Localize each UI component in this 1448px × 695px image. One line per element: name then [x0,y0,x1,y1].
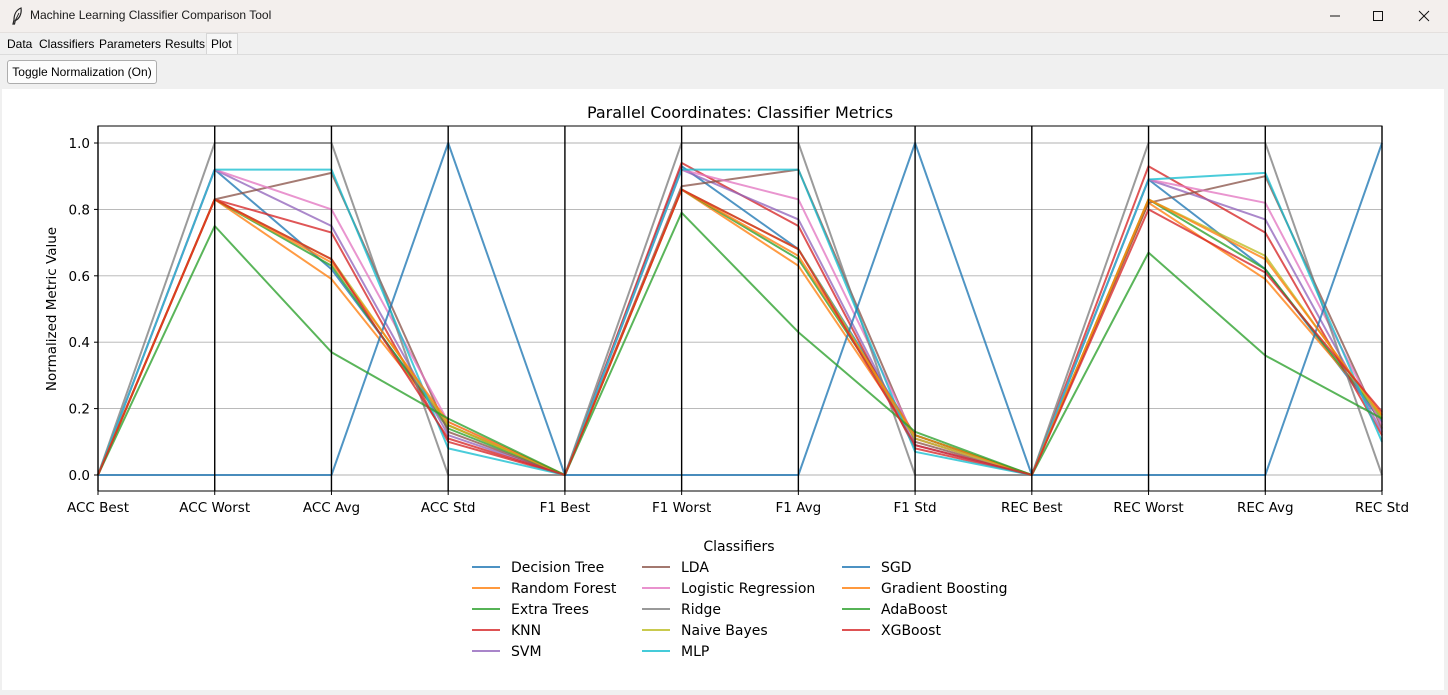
y-tick-label: 0.8 [69,202,90,218]
tab-classifiers[interactable]: Classifiers [39,37,95,51]
window-titlebar: Machine Learning Classifier Comparison T… [0,0,1448,33]
legend-entry: AdaBoost [881,602,948,618]
legend-entry: Extra Trees [511,602,589,618]
legend-title: Classifiers [703,539,774,555]
x-tick-label: REC Worst [1113,500,1183,516]
plot-toolbar: Toggle Normalization (On) [0,55,1448,89]
y-tick-label: 0.2 [69,402,90,418]
series-line-logistic-regression [97,168,1383,476]
series-line-ridge [97,142,1383,476]
legend-entry: Naive Bayes [681,623,768,639]
tab-parameters[interactable]: Parameters [99,37,162,51]
legend-entry: Ridge [681,602,721,618]
tab-plot[interactable]: Plot [206,33,238,54]
y-tick-label: 1.0 [69,136,90,152]
chart-title: Parallel Coordinates: Classifier Metrics [587,103,893,122]
close-button[interactable] [1401,0,1447,32]
maximize-button[interactable] [1355,0,1401,32]
legend-entry: LDA [681,560,709,576]
series-line-sgd [98,142,1383,476]
parallel-coordinates-chart: Parallel Coordinates: Classifier Metrics… [44,103,1409,660]
plot-frame [97,125,1383,492]
legend-entry: Logistic Regression [681,581,815,597]
x-tick-label: F1 Worst [652,500,711,516]
y-tick-label: 0.6 [69,269,90,285]
series-line-gradient-boosting [97,188,1383,476]
series-line-decision-tree [97,165,1383,476]
legend-entry: XGBoost [881,623,941,639]
x-tick-label: REC Avg [1237,500,1294,516]
legend-entry: Random Forest [511,581,617,597]
y-axis-label: Normalized Metric Value [44,227,60,391]
legend-entry: SGD [881,560,912,576]
maximize-icon [1373,11,1383,21]
toggle-normalization-button[interactable]: Toggle Normalization (On) [7,60,157,84]
y-tick-label: 0.4 [69,335,90,351]
minimize-icon [1330,15,1340,17]
x-tick-label: ACC Worst [179,500,250,516]
series-line-mlp [97,168,1383,476]
x-tick-label: F1 Std [894,500,937,516]
x-tick-label: ACC Best [67,500,129,516]
tab-bar: Data Classifiers Parameters Results Plot [0,33,1448,55]
x-tick-label: ACC Avg [303,500,360,516]
tab-data[interactable]: Data [7,37,33,51]
tab-results[interactable]: Results [165,37,206,51]
legend-entry: KNN [511,623,541,639]
y-tick-label: 0.0 [69,468,90,484]
window-title: Machine Learning Classifier Comparison T… [30,8,272,22]
x-tick-label: REC Std [1355,500,1409,516]
series-line-random-forest [97,188,1383,476]
series-line-adaboost [97,211,1383,476]
close-icon [1418,10,1430,22]
feather-icon [12,7,22,25]
plot-canvas: Parallel Coordinates: Classifier Metrics… [2,89,1444,690]
series-line-svm [97,168,1383,476]
x-tick-label: F1 Avg [776,500,822,516]
legend-entry: MLP [681,644,709,660]
series-line-lda [97,168,1383,476]
legend-entry: SVM [511,644,542,660]
series-line-xgboost [97,188,1383,476]
x-tick-label: REC Best [1001,500,1063,516]
legend-entry: Decision Tree [511,560,604,576]
x-tick-label: F1 Best [540,500,591,516]
legend-entry: Gradient Boosting [881,581,1008,597]
series-line-extra-trees [97,188,1383,476]
minimize-button[interactable] [1312,0,1358,32]
x-tick-label: ACC Std [421,500,476,516]
